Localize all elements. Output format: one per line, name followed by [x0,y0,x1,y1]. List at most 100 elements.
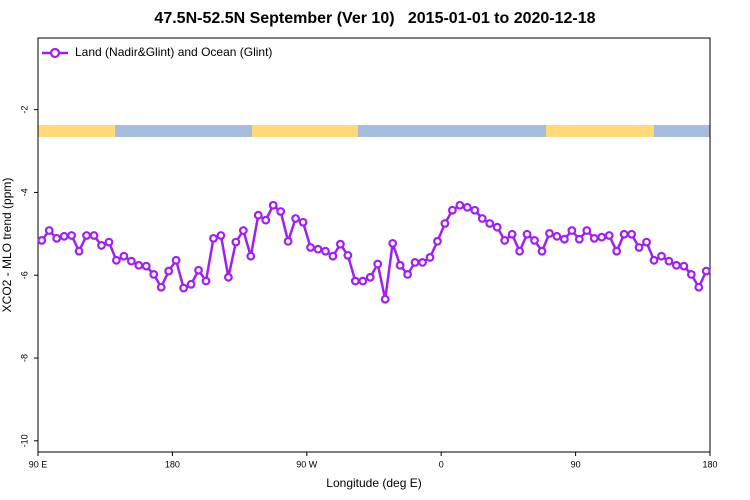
data-point [253,210,263,220]
x-tick-label: 90 [571,459,581,469]
data-point [231,237,241,247]
data-point [59,231,69,241]
data-point [186,279,196,289]
y-tick-label: -8 [19,354,29,362]
data-point [388,238,398,248]
ocean-band [358,125,546,137]
chart-title: 47.5N-52.5N September (Ver 10) 2015-01-0… [154,10,595,27]
data-point [604,231,614,240]
data-point [134,260,144,270]
x-tick-label: 0 [439,459,444,469]
data-point [507,229,517,239]
data-point [567,226,577,235]
data-point [373,259,383,269]
data-point [582,226,592,235]
y-tick-label: -10 [19,434,29,447]
land-band [252,125,358,137]
data-point [313,244,323,254]
data-point [306,243,315,252]
data-point [336,239,345,249]
data-point [171,255,181,265]
data-point [201,276,211,286]
data-point [612,246,622,256]
y-tick-label: -4 [19,188,29,196]
data-point [268,200,278,210]
data-point [694,282,704,292]
data-point [657,251,666,261]
x-tick-label: 180 [165,459,180,469]
data-point [455,200,465,210]
data-point [216,231,226,240]
data-point [560,234,569,244]
data-point [485,219,495,228]
data-point [597,232,607,242]
data-point [470,205,480,215]
data-point [246,251,256,261]
land-band [38,125,115,137]
data-point [552,231,562,241]
data-point [627,229,636,239]
x-axis-label: Longitude (deg E) [326,476,421,490]
data-point [89,231,99,240]
data-point [522,229,532,239]
data-point [179,283,189,293]
data-point [238,226,248,235]
data-point [37,236,47,245]
land-band [546,125,654,137]
data-point [194,265,203,275]
data-point [111,255,121,265]
data-point [74,246,84,256]
data-point [433,236,442,246]
data-point [403,269,413,279]
ocean-band [654,125,710,137]
data-point [141,261,151,271]
data-point [104,237,114,247]
data-point [67,231,76,240]
data-point [448,205,457,215]
data-point [291,214,301,223]
x-tick-label: 180 [702,459,717,469]
data-point [365,272,375,282]
data-point [283,236,293,246]
y-tick-label: -6 [19,271,29,279]
data-point [574,234,584,244]
ocean-band [115,125,252,137]
data-point [126,256,136,266]
data-point [52,233,62,243]
data-point [343,250,353,260]
x-tick-label: 90 W [296,459,318,469]
legend-marker [49,47,61,59]
data-point [462,202,472,212]
data-point [500,236,510,245]
data-point [537,246,547,256]
data-point [223,272,233,282]
data-point [649,255,659,265]
data-point [261,215,271,225]
data-point [530,236,539,245]
data-point [298,217,308,227]
data-point [156,282,166,292]
data-point [380,294,390,304]
data-point [358,276,368,286]
y-axis-label: XCO2 - MLO trend (ppm) [0,178,14,313]
data-point [440,219,450,228]
data-point [395,260,405,270]
data-point [410,257,420,267]
data-point [209,233,218,243]
data-point [276,207,286,216]
data-point [425,253,435,262]
data-point [619,229,629,239]
data-point [686,269,696,279]
land-ocean-strip [38,125,710,137]
data-point [492,222,502,232]
data-point [679,261,689,271]
data-point [149,269,159,279]
data-point [515,246,524,256]
data-point [545,229,554,238]
x-tick-label: 90 E [29,459,48,469]
data-point [44,226,54,235]
data-point [82,231,91,240]
data-point [664,256,674,266]
series-line [40,203,708,300]
